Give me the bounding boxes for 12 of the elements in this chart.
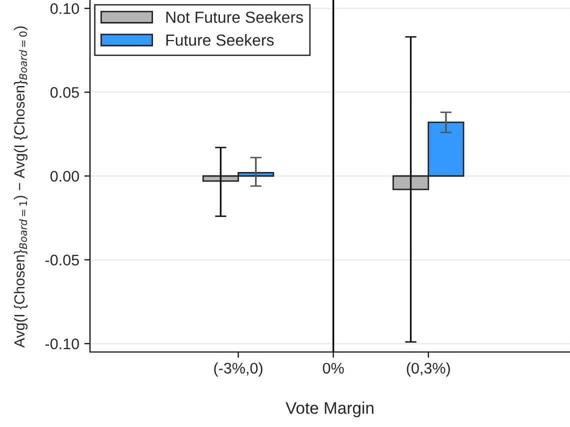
y-tick-label: 0.10 bbox=[50, 3, 79, 14]
legend-label: Not Future Seekers bbox=[166, 11, 303, 23]
y-tick-label: 0.05 bbox=[50, 87, 79, 98]
y-tick-label: -0.05 bbox=[45, 254, 79, 266]
y-axis-title: Avg(I {Chosen}$_{Board=1}$) − Avg(I {Chosen}$_{Board=0}$) bbox=[14, 26, 28, 348]
y-tick-label: 0.00 bbox=[50, 170, 79, 182]
x-tick-label: 0% bbox=[322, 362, 344, 374]
x-axis-title: Vote Margin bbox=[286, 402, 374, 418]
x-tick-label: (0,3%) bbox=[406, 362, 450, 377]
x-tick-label: (-3%,0) bbox=[214, 362, 262, 377]
legend-label: Future Seekers bbox=[166, 34, 274, 46]
y-tick-label: -0.10 bbox=[45, 338, 79, 350]
